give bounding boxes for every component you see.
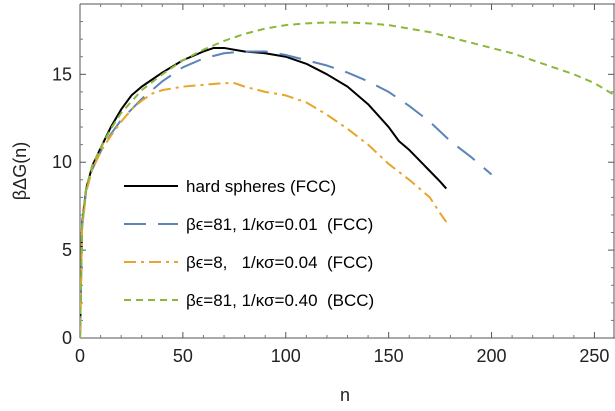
x-tick-label: 250 [579, 346, 609, 366]
x-tick-label: 0 [75, 346, 85, 366]
legend-label-0: hard spheres (FCC) [186, 177, 336, 196]
series-line-1 [80, 50, 493, 338]
x-tick-label: 50 [173, 346, 193, 366]
legend-label-1: βϵ=81, 1/κσ=0.01 (FCC) [186, 215, 373, 234]
y-tick-label: 10 [52, 152, 72, 172]
y-axis-label: βΔG(n) [10, 142, 30, 200]
x-tick-label: 200 [477, 346, 507, 366]
series-line-3 [80, 21, 615, 338]
x-tick-label: 100 [271, 346, 301, 366]
legend: hard spheres (FCC) βϵ=81, 1/κσ=0.01 (FCC)… [124, 177, 374, 310]
y-tick-label: 0 [62, 328, 72, 348]
y-tick-label: 15 [52, 64, 72, 84]
series-line-2 [80, 82, 448, 338]
series-group [80, 21, 615, 338]
y-tick-label: 5 [62, 240, 72, 260]
legend-label-2: βϵ=8, 1/κσ=0.04 (FCC) [186, 253, 373, 272]
legend-label-3: βϵ=81, 1/κσ=0.40 (BCC) [186, 291, 374, 310]
axis-ticks: 0 50 100 150 200 250 0 5 10 15 [52, 4, 614, 366]
x-tick-label: 150 [374, 346, 404, 366]
x-axis-label: n [340, 385, 350, 405]
